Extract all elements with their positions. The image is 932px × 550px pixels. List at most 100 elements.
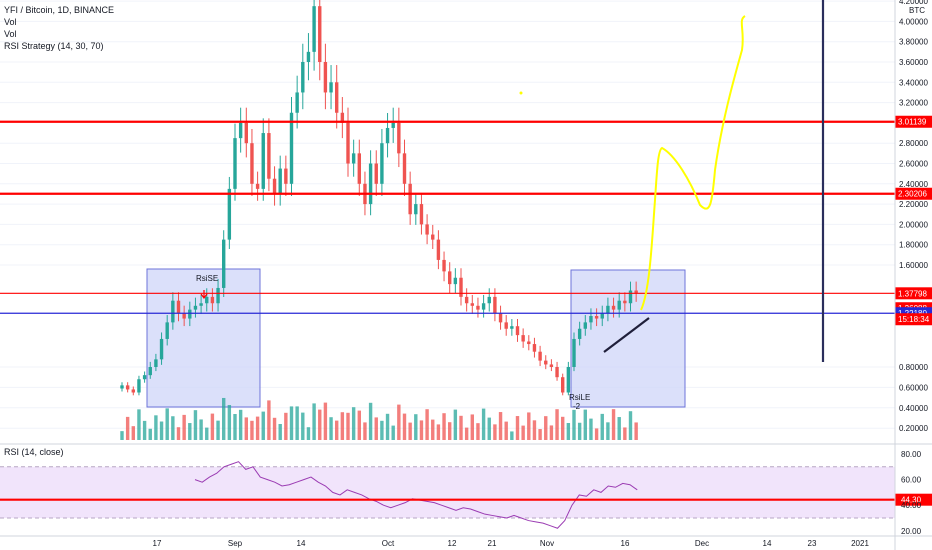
candle-body (318, 6, 322, 63)
candle-body (628, 290, 633, 304)
time-tick: 23 (808, 539, 817, 548)
volume-bar (159, 421, 164, 440)
candle-body (250, 143, 254, 184)
candle-body (476, 305, 480, 310)
volume-bar (487, 417, 491, 440)
strategy-label[interactable]: RSI Strategy (14, 30, 70) (4, 41, 104, 51)
volume-bar (148, 428, 152, 440)
volume-bar (577, 422, 582, 440)
candle-body (261, 133, 265, 189)
candle-body (312, 6, 316, 52)
vol-indicator-label[interactable]: Vol (4, 17, 17, 27)
rsi-legend[interactable]: RSI (14, close) (4, 447, 64, 457)
volume-bar (380, 420, 384, 440)
vol-indicator-label-2[interactable]: Vol (4, 29, 17, 39)
rsi-pane: 44.30 80.00 60.00 40.00 20.00 (0, 443, 932, 536)
volume-bar (142, 420, 147, 440)
candle-body (606, 305, 610, 314)
volume-bar (414, 414, 418, 440)
volume-bar (476, 423, 480, 440)
volume-bar (238, 409, 243, 440)
candle-body (340, 112, 345, 123)
countdown-tag (895, 313, 932, 326)
volume-bar (464, 427, 469, 440)
volume-bar (312, 403, 316, 440)
volume-bar (617, 417, 621, 440)
volume-bar (532, 420, 537, 440)
candle-body (154, 359, 158, 367)
candle-body (577, 328, 582, 339)
candle-body (374, 163, 378, 184)
volume-bar (600, 413, 604, 440)
candle-body (182, 313, 186, 319)
candle-body (295, 92, 299, 113)
rsi-level-tag (895, 493, 932, 506)
trend-line (603, 317, 650, 353)
candle-body (148, 367, 152, 376)
volume-bar (295, 406, 299, 440)
candle-body (329, 82, 333, 93)
volume-bar (176, 427, 181, 440)
volume-bar (125, 416, 130, 440)
candle-body (142, 375, 147, 380)
candle-body (357, 153, 361, 184)
volume-bar (261, 411, 265, 440)
candle-body (487, 296, 491, 304)
candle-body (385, 127, 390, 144)
volume-bar (431, 419, 435, 440)
volume-bar (131, 426, 135, 440)
time-tick: Dec (695, 539, 709, 548)
symbol-title[interactable]: YFI / Bitcoin, 1D, BINANCE (4, 5, 115, 15)
candle-body (583, 322, 587, 329)
price-tick: 2.80000 (899, 139, 928, 148)
rsi-band (0, 466, 895, 518)
volume-bar (481, 408, 486, 440)
price-tag (895, 187, 932, 200)
projection-path (640, 15, 746, 311)
candle-body (255, 183, 260, 189)
time-tick: 2021 (851, 539, 869, 548)
time-tick: 14 (763, 539, 772, 548)
countdown-label: 15:18:34 (898, 315, 930, 324)
candle-body (159, 338, 164, 360)
price-tick: 4.00000 (899, 17, 928, 26)
candle-body (301, 62, 305, 93)
volume-bar (527, 412, 531, 440)
level-lines (0, 120, 895, 314)
price-tick: 4.20000 (899, 0, 928, 6)
candle-body (125, 385, 130, 390)
price-tick: 1.60000 (899, 261, 928, 270)
price-tick: 0.60000 (899, 383, 928, 392)
candle-body (419, 204, 424, 225)
volume-bar (623, 427, 627, 440)
volume-bar (589, 418, 593, 440)
candle-body (464, 296, 469, 304)
candle-body (600, 313, 604, 319)
volume-bar (165, 408, 169, 440)
candle-body (176, 300, 181, 314)
candle-body (453, 277, 458, 285)
candle-body (193, 305, 198, 310)
volume-bar (397, 404, 401, 440)
volume-bar (210, 413, 215, 440)
candle-body (623, 300, 627, 304)
rsi-tick: 60.00 (901, 476, 922, 485)
grid (0, 0, 895, 429)
candle-body (527, 341, 531, 345)
price-tick: 3.40000 (899, 78, 928, 87)
volume-bar (289, 406, 294, 440)
candle-body (561, 377, 565, 393)
price-tick: 0.20000 (899, 424, 928, 433)
volume-bar (278, 424, 282, 440)
short-entry-label: RsiSE (196, 274, 218, 283)
candle-body (521, 335, 525, 342)
volume-bar (594, 428, 599, 440)
price-tag-label: 2.30206 (898, 190, 927, 199)
candle-body (216, 287, 220, 304)
volume-bar (538, 429, 542, 440)
price-tick: 0.40000 (899, 404, 928, 413)
volume-bar (227, 405, 232, 440)
volume-bar (606, 422, 610, 440)
volume-bar (340, 412, 345, 440)
